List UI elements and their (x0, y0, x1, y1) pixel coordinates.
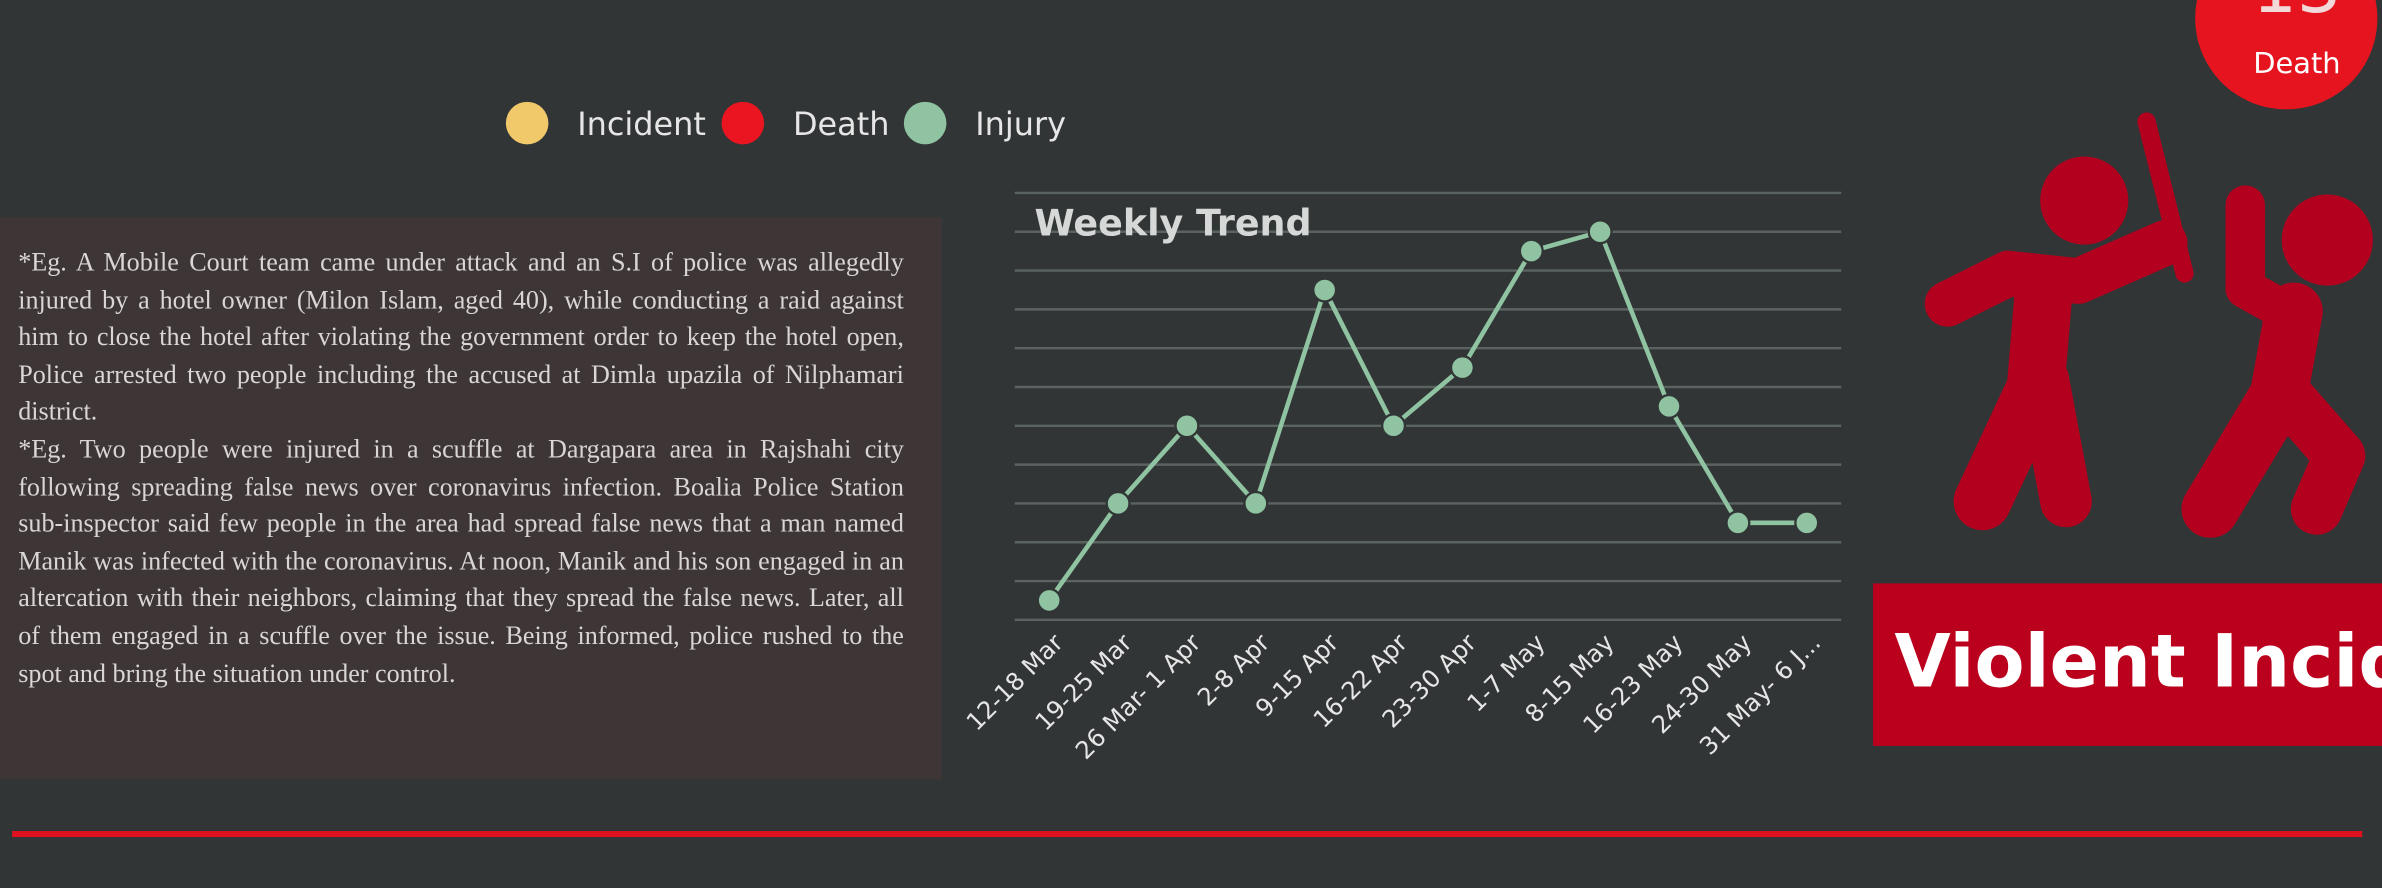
legend-label: Death (793, 105, 889, 143)
legend-label: Injury (975, 105, 1066, 143)
note: *Eg. Two people were injured in a scuffl… (18, 431, 904, 693)
death-label: Death (2253, 46, 2340, 80)
data-point (1795, 511, 1818, 534)
note-box: *Eg. A Mobile Court team came under atta… (18, 245, 904, 769)
data-point (1313, 279, 1336, 302)
chart-title: Weekly Trend (1035, 201, 1312, 244)
data-point (1107, 492, 1130, 515)
data-point (1451, 356, 1474, 379)
data-point (1520, 240, 1543, 263)
death-count: 13 (2252, 0, 2341, 29)
legend-dot (904, 102, 947, 145)
dashboard: Incident Death Injury *Eg. A Mobile Court … (0, 0, 2382, 888)
data-point (1176, 414, 1199, 437)
note: *Eg. A Mobile Court team came under atta… (18, 245, 904, 432)
legend: Incident Death Injury (506, 102, 1066, 145)
legend-dot (722, 102, 765, 145)
data-point (1244, 492, 1267, 515)
data-point (1038, 589, 1061, 612)
page: {"legend": [ {"label": "Incident", "colo… (0, 0, 2382, 888)
banner-text: Violent Inciden (1894, 620, 2382, 705)
x-tick-label: 31 May- 6 J... (1694, 628, 1827, 761)
legend-label: Incident (577, 105, 706, 143)
series-line (1049, 232, 1807, 601)
data-point (1589, 220, 1612, 243)
x-tick-label: 26 Mar- 1 Apr (1069, 628, 1206, 765)
divider (12, 831, 2362, 837)
data-point (1658, 395, 1681, 418)
notes: *Eg. A Mobile Court team came under atta… (18, 245, 904, 693)
data-point (1726, 511, 1749, 534)
data-point (1382, 414, 1405, 437)
violence-icon (1948, 122, 2373, 509)
legend-dot (506, 102, 549, 145)
